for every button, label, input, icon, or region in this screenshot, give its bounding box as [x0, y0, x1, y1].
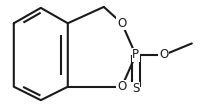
Text: P: P	[132, 49, 139, 61]
Text: O: O	[117, 80, 126, 93]
Text: S: S	[132, 82, 139, 95]
Text: O: O	[159, 49, 168, 61]
Text: O: O	[117, 17, 126, 30]
